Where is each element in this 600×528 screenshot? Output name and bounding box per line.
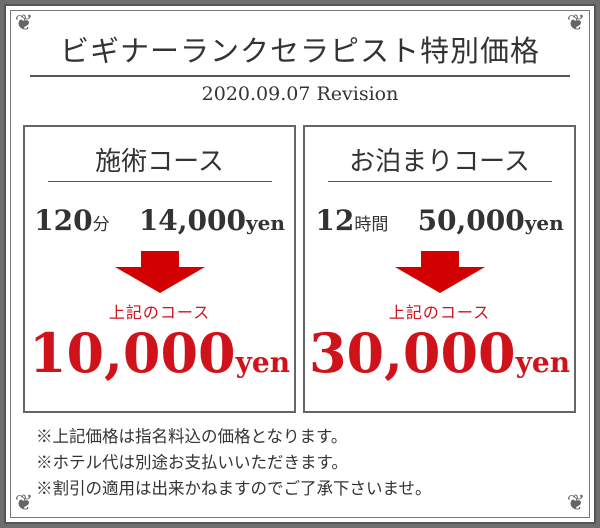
course-card-overnight: お泊まりコース 12時間 50,000yen 上記のコース 30,000yen bbox=[303, 125, 576, 413]
original-unit: yen bbox=[245, 211, 285, 235]
special-unit: yen bbox=[515, 346, 571, 379]
note: ※上記価格は指名料込の価格となります。 bbox=[36, 427, 348, 446]
arrow-down-icon bbox=[114, 251, 205, 295]
duration: 12 bbox=[315, 204, 355, 237]
special-price: 10,000yen bbox=[25, 323, 294, 393]
corner-ornament-icon: ❦ bbox=[14, 11, 34, 36]
title-divider bbox=[30, 75, 570, 77]
inner-frame bbox=[10, 10, 590, 518]
duration-unit: 分 bbox=[92, 215, 110, 235]
course-name: お泊まりコース bbox=[327, 141, 552, 182]
revision-date: 2020.09.07 Revision bbox=[201, 83, 399, 105]
arrow-down-icon bbox=[394, 251, 485, 295]
duration-unit: 時間 bbox=[354, 215, 389, 235]
original-price: 12時間 50,000yen bbox=[305, 204, 574, 237]
special-amount: 30,000 bbox=[308, 321, 516, 385]
special-label: 上記のコース bbox=[388, 303, 491, 322]
course-card-treatment: 施術コース 120分 14,000yen 上記のコース 10,000yen bbox=[23, 125, 296, 413]
original-amount: 14,000 bbox=[138, 204, 246, 237]
page-title: ビギナーランクセラピスト特別価格 bbox=[59, 34, 540, 68]
original-amount: 50,000 bbox=[417, 204, 525, 237]
special-amount: 10,000 bbox=[28, 321, 236, 385]
outer-frame bbox=[4, 4, 596, 524]
special-unit: yen bbox=[235, 346, 291, 379]
corner-ornament-icon: ❦ bbox=[566, 11, 586, 36]
corner-ornament-icon: ❦ bbox=[566, 491, 586, 516]
note: ※割引の適用は出来かねますのでご了承下さいませ。 bbox=[36, 479, 432, 498]
corner-ornament-icon: ❦ bbox=[14, 491, 34, 516]
course-name: 施術コース bbox=[47, 141, 272, 182]
special-price: 30,000yen bbox=[305, 323, 574, 393]
duration: 120 bbox=[34, 204, 93, 237]
notes: ※上記価格は指名料込の価格となります。 ※ホテル代は別途お支払いいただきます。 … bbox=[36, 424, 432, 502]
special-label: 上記のコース bbox=[108, 303, 211, 322]
note: ※ホテル代は別途お支払いいただきます。 bbox=[36, 453, 348, 472]
original-unit: yen bbox=[524, 211, 564, 235]
original-price: 120分 14,000yen bbox=[25, 204, 294, 237]
